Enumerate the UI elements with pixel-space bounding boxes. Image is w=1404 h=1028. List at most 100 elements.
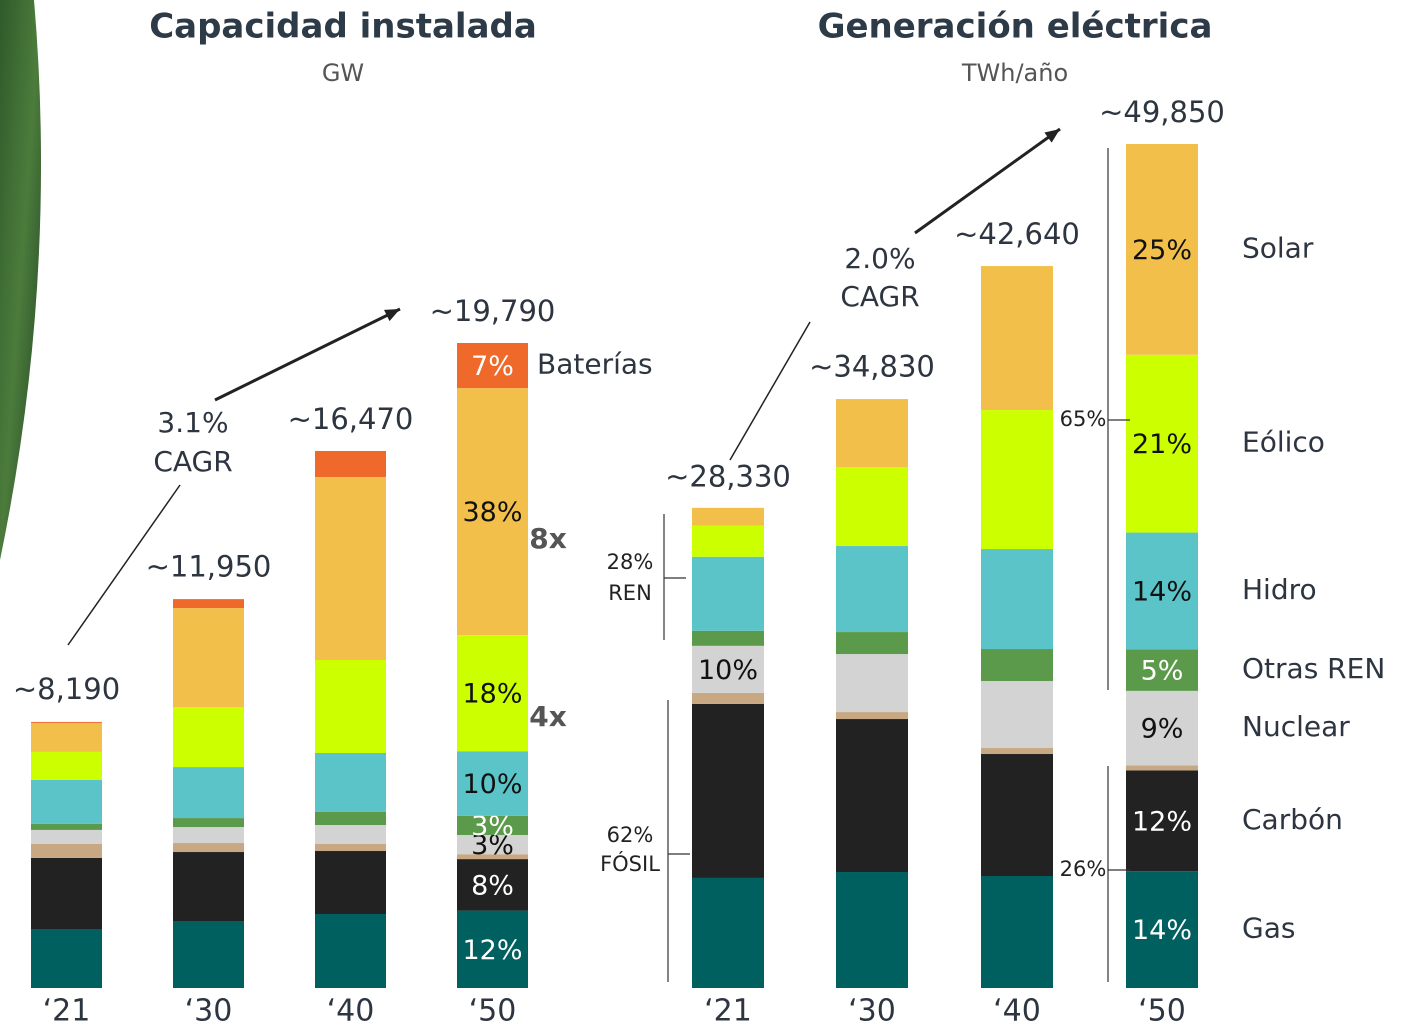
total-label: ~8,190	[13, 672, 120, 706]
multiplier-label: 8x	[529, 522, 567, 555]
value-label: 12%	[1132, 806, 1192, 837]
x-tick-label: ‘30	[185, 994, 233, 1028]
plot-layer: Capacidad instalada GW ~8,190 ‘21 ~11,950 ‘30…	[13, 7, 1385, 1028]
cagr-label: 2.0%	[844, 242, 915, 275]
bar-segment	[692, 693, 764, 704]
bar-segment	[31, 723, 102, 752]
legend-label: Gas	[1242, 912, 1295, 945]
total-label: ~34,830	[809, 349, 935, 383]
bracket-label: 65%	[1060, 407, 1107, 431]
legend-label: Nuclear	[1242, 710, 1350, 743]
cagr-label: CAGR	[840, 280, 919, 313]
multiplier-label: 4x	[529, 700, 567, 733]
bar-segment	[315, 851, 386, 914]
value-label: 10%	[698, 655, 758, 686]
value-label: 38%	[462, 497, 522, 528]
total-label: ~19,790	[430, 294, 556, 328]
bar-segment	[981, 754, 1053, 876]
bar-segment	[315, 660, 386, 753]
bar-segment	[173, 827, 244, 843]
bar-segment	[31, 830, 102, 844]
bar-segment	[31, 858, 102, 929]
bar-segment	[981, 410, 1053, 549]
bar-segment	[836, 654, 908, 712]
cagr-arrow	[215, 309, 400, 400]
bar-segment	[692, 526, 764, 557]
value-label: 18%	[462, 679, 522, 710]
bar-segment	[31, 929, 102, 988]
bar-segment	[31, 752, 102, 780]
value-label: 14%	[1132, 915, 1192, 946]
cagr-label: CAGR	[153, 445, 232, 478]
bracket-label: 62%	[607, 823, 654, 847]
bar-segment	[315, 451, 386, 477]
bar-segment	[173, 921, 244, 988]
bar-segment	[173, 818, 244, 827]
bar-segment	[836, 872, 908, 988]
bar-segment	[692, 557, 764, 631]
bar-segment	[692, 704, 764, 878]
x-tick-label: ‘40	[327, 994, 375, 1028]
bar-segment	[31, 824, 102, 830]
total-label: ~28,330	[665, 459, 791, 493]
value-label: 8%	[471, 870, 514, 901]
chart-subtitle: TWh/año	[961, 59, 1068, 87]
bracket-label: 28%	[607, 550, 654, 574]
legend-label: Otras REN	[1242, 652, 1385, 685]
bar-segment	[173, 707, 244, 767]
bar-segment	[692, 631, 764, 646]
value-label: 14%	[1132, 576, 1192, 607]
value-label: 25%	[1132, 235, 1192, 266]
bar-segment	[315, 825, 386, 844]
value-label: 7%	[471, 351, 514, 382]
bar-segment	[981, 266, 1053, 410]
total-label: ~16,470	[288, 402, 414, 436]
x-tick-label: ‘40	[993, 994, 1041, 1028]
bar-segment	[173, 767, 244, 818]
bracket-label: 26%	[1060, 857, 1107, 881]
value-label: 12%	[462, 935, 522, 966]
legend-label: Solar	[1242, 231, 1314, 264]
bar-segment	[173, 843, 244, 852]
bar-segment	[315, 914, 386, 988]
x-tick-label: ‘50	[1138, 994, 1186, 1028]
bar-segment	[692, 878, 764, 988]
bar-segment	[981, 876, 1053, 988]
x-tick-label: ‘30	[848, 994, 896, 1028]
chart-title: Capacidad instalada	[149, 7, 537, 47]
bar-segment	[315, 477, 386, 660]
bar-segment	[315, 753, 386, 812]
x-tick-label: ‘50	[469, 994, 517, 1028]
background-foliage	[0, 0, 41, 560]
bar-segment	[315, 812, 386, 825]
bar-segment	[981, 649, 1053, 681]
legend-label: Baterías	[537, 348, 653, 381]
bar-segment	[836, 719, 908, 872]
bar-segment	[173, 599, 244, 608]
bar-segment	[1126, 765, 1198, 770]
x-tick-label: ‘21	[43, 994, 91, 1028]
chart: Capacidad instalada GW ~8,190 ‘21 ~11,950 ‘30…	[0, 0, 1404, 1028]
cagr-label: 3.1%	[157, 406, 228, 439]
bracket-label: REN	[608, 581, 652, 605]
chart-subtitle: GW	[322, 59, 364, 87]
chart-title: Generación eléctrica	[818, 7, 1213, 47]
total-label: ~11,950	[146, 550, 272, 584]
legend-label: Hidro	[1242, 573, 1317, 606]
bar-segment	[981, 748, 1053, 754]
bar-segment	[692, 508, 764, 526]
bar-segment	[31, 844, 102, 858]
arrow-head	[1044, 129, 1060, 143]
value-label: 10%	[462, 769, 522, 800]
bar-segment	[981, 681, 1053, 748]
bar-segment	[836, 712, 908, 719]
bar-segment	[836, 632, 908, 654]
bar-segment	[836, 399, 908, 467]
total-label: ~42,640	[954, 217, 1080, 251]
total-label: ~49,850	[1099, 95, 1225, 129]
bar-segment	[981, 549, 1053, 649]
legend-label: Eólico	[1242, 426, 1325, 459]
bar-segment	[173, 852, 244, 921]
value-label: 5%	[1141, 656, 1184, 687]
cagr-leader	[730, 322, 810, 460]
